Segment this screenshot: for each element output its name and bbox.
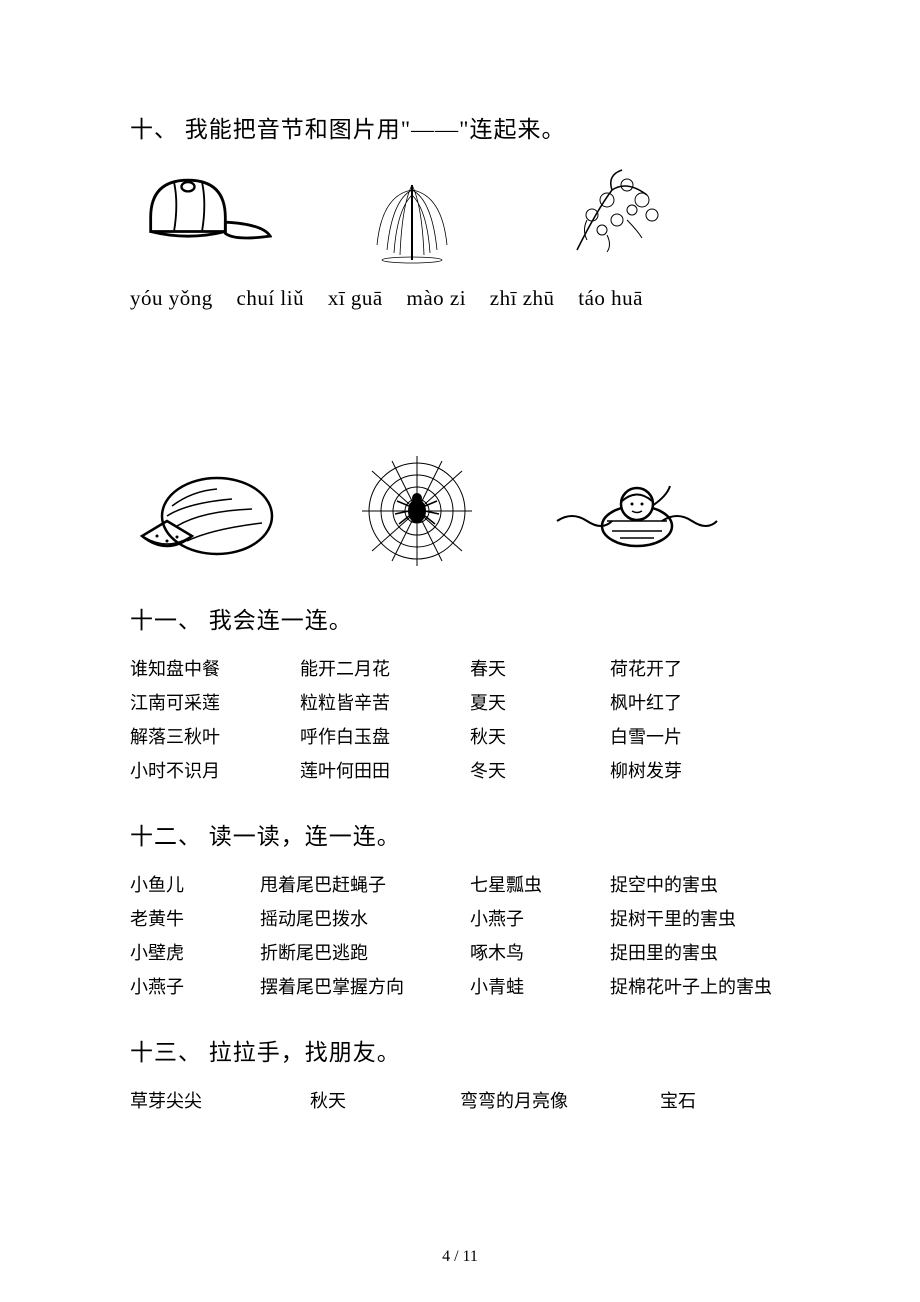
table-cell: 宝石 bbox=[660, 1083, 780, 1117]
table-cell: 老黄牛 bbox=[130, 901, 260, 935]
table-cell: 弯弯的月亮像 bbox=[460, 1083, 660, 1117]
table-cell: 捉树干里的害虫 bbox=[610, 901, 790, 935]
table-cell: 小鱼儿 bbox=[130, 867, 260, 901]
table-cell: 小时不识月 bbox=[130, 753, 300, 787]
table-cell: 白雪一片 bbox=[610, 719, 770, 753]
table-row: 谁知盘中餐能开二月花春天荷花开了 bbox=[130, 651, 770, 685]
cap-image bbox=[132, 160, 272, 260]
table-cell: 小燕子 bbox=[130, 969, 260, 1003]
spider-web-image bbox=[342, 461, 492, 561]
table-row: 解落三秋叶呼作白玉盘秋天白雪一片 bbox=[130, 719, 770, 753]
table-cell: 捉田里的害虫 bbox=[610, 935, 790, 969]
table-cell: 摇动尾巴拨水 bbox=[260, 901, 470, 935]
section-13-table: 草芽尖尖秋天弯弯的月亮像宝石 bbox=[130, 1083, 780, 1117]
swimmer-image bbox=[552, 461, 722, 561]
willow-image bbox=[342, 160, 482, 260]
table-cell: 秋天 bbox=[470, 719, 610, 753]
worksheet-page: 十、 我能把音节和图片用"——"连起来。 bbox=[0, 0, 920, 1302]
section-13-heading: 十三、 拉拉手，找朋友。 bbox=[130, 1033, 800, 1067]
table-row: 小时不识月莲叶何田田冬天柳树发芽 bbox=[130, 753, 770, 787]
table-cell: 粒粒皆辛苦 bbox=[300, 685, 470, 719]
pinyin-item: xī guā bbox=[328, 286, 383, 310]
pinyin-item: táo huā bbox=[578, 286, 643, 310]
table-cell: 甩着尾巴赶蝇子 bbox=[260, 867, 470, 901]
table-cell: 秋天 bbox=[310, 1083, 460, 1117]
table-row: 江南可采莲粒粒皆辛苦夏天枫叶红了 bbox=[130, 685, 770, 719]
table-cell: 呼作白玉盘 bbox=[300, 719, 470, 753]
pinyin-item: yóu yǒng bbox=[130, 286, 213, 310]
pinyin-item: chuí liǔ bbox=[237, 286, 305, 310]
table-cell: 夏天 bbox=[470, 685, 610, 719]
table-cell: 柳树发芽 bbox=[610, 753, 770, 787]
table-cell: 能开二月花 bbox=[300, 651, 470, 685]
table-cell: 小青蛙 bbox=[470, 969, 610, 1003]
table-cell: 摆着尾巴掌握方向 bbox=[260, 969, 470, 1003]
watermelon-image bbox=[132, 461, 282, 561]
section-11-heading: 十一、 我会连一连。 bbox=[130, 601, 800, 635]
table-cell: 江南可采莲 bbox=[130, 685, 300, 719]
table-cell: 荷花开了 bbox=[610, 651, 770, 685]
table-cell: 啄木鸟 bbox=[470, 935, 610, 969]
table-cell: 捉空中的害虫 bbox=[610, 867, 790, 901]
table-cell: 草芽尖尖 bbox=[130, 1083, 310, 1117]
table-cell: 捉棉花叶子上的害虫 bbox=[610, 969, 790, 1003]
section-11-table: 谁知盘中餐能开二月花春天荷花开了江南可采莲粒粒皆辛苦夏天枫叶红了解落三秋叶呼作白… bbox=[130, 651, 770, 787]
table-row: 小鱼儿甩着尾巴赶蝇子七星瓢虫捉空中的害虫 bbox=[130, 867, 790, 901]
table-cell: 春天 bbox=[470, 651, 610, 685]
table-cell: 七星瓢虫 bbox=[470, 867, 610, 901]
table-row: 草芽尖尖秋天弯弯的月亮像宝石 bbox=[130, 1083, 780, 1117]
section-12-table: 小鱼儿甩着尾巴赶蝇子七星瓢虫捉空中的害虫老黄牛摇动尾巴拨水小燕子捉树干里的害虫小… bbox=[130, 867, 790, 1003]
image-row-2 bbox=[130, 461, 800, 561]
table-cell: 小燕子 bbox=[470, 901, 610, 935]
table-row: 小壁虎折断尾巴逃跑啄木鸟捉田里的害虫 bbox=[130, 935, 790, 969]
section-10-heading: 十、 我能把音节和图片用"——"连起来。 bbox=[130, 110, 800, 144]
page-number: 4 / 11 bbox=[0, 1248, 920, 1266]
flowers-image bbox=[552, 160, 692, 260]
table-cell: 小壁虎 bbox=[130, 935, 260, 969]
table-cell: 冬天 bbox=[470, 753, 610, 787]
pinyin-item: mào zi bbox=[406, 286, 466, 310]
table-cell: 谁知盘中餐 bbox=[130, 651, 300, 685]
table-cell: 折断尾巴逃跑 bbox=[260, 935, 470, 969]
table-cell: 枫叶红了 bbox=[610, 685, 770, 719]
pinyin-item: zhī zhū bbox=[490, 286, 555, 310]
table-row: 老黄牛摇动尾巴拨水小燕子捉树干里的害虫 bbox=[130, 901, 790, 935]
table-row: 小燕子摆着尾巴掌握方向小青蛙捉棉花叶子上的害虫 bbox=[130, 969, 790, 1003]
section-12-heading: 十二、 读一读，连一连。 bbox=[130, 817, 800, 851]
image-row-1 bbox=[130, 160, 800, 260]
table-cell: 解落三秋叶 bbox=[130, 719, 300, 753]
table-cell: 莲叶何田田 bbox=[300, 753, 470, 787]
pinyin-row: yóu yǒng chuí liǔ xī guā mào zi zhī zhū … bbox=[130, 286, 800, 311]
